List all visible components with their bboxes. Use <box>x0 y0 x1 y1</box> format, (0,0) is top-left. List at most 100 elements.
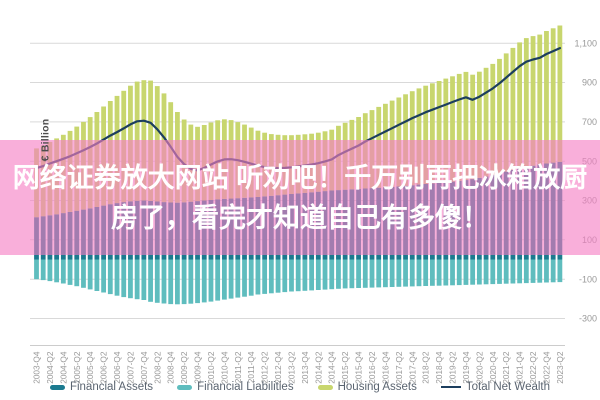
financial-liabilities-bar <box>47 259 53 282</box>
financial-liabilities-bar <box>107 259 113 295</box>
financial-liabilities-bar <box>510 259 516 284</box>
financial-liabilities-bar <box>329 259 335 290</box>
legend-swatch <box>49 384 65 390</box>
x-tick-label: 2016-Q2 <box>367 351 377 384</box>
y-tick-label: -300 <box>579 314 597 324</box>
x-tick-label: 2020-Q2 <box>474 351 484 384</box>
financial-liabilities-bar <box>537 259 543 283</box>
financial-liabilities-bar <box>201 259 207 303</box>
legend-item-housing-assets[interactable]: Housing Assets <box>317 381 417 393</box>
financial-liabilities-bar <box>40 259 46 281</box>
housing-assets-bar <box>423 85 429 184</box>
promo-overlay-line1: 网络证券放大网站 听劝吧！千万别再把冰箱放厨 <box>12 162 588 193</box>
financial-liabilities-bar <box>557 259 563 283</box>
legend-item-financial-liabilities[interactable]: Financial Liabilities <box>177 381 294 393</box>
financial-liabilities-bar <box>362 259 368 288</box>
housing-assets-bar <box>523 38 529 167</box>
financial-liabilities-bar <box>154 259 160 303</box>
financial-liabilities-bar <box>101 259 106 293</box>
financial-liabilities-bar <box>443 259 449 286</box>
financial-liabilities-bar <box>148 259 153 302</box>
housing-assets-bar <box>537 34 543 165</box>
y-axis-title-text: € Billion <box>39 118 52 162</box>
financial-liabilities-bar <box>94 259 100 291</box>
y-tick-label: 700 <box>582 117 597 127</box>
x-tick-label: 2021-Q4 <box>515 351 525 384</box>
financial-liabilities-bar <box>349 259 355 289</box>
housing-assets-bar <box>503 53 509 172</box>
financial-liabilities-bar <box>248 259 254 296</box>
financial-liabilities-bar <box>188 259 194 304</box>
legend-swatch <box>317 384 333 390</box>
x-tick-label: 2004-Q4 <box>58 351 68 384</box>
housing-assets-bar <box>436 81 442 183</box>
housing-assets-bar <box>443 78 449 183</box>
legend-label: Financial Assets <box>69 381 154 393</box>
financial-liabilities-bar <box>128 259 133 299</box>
legend-line-swatch <box>440 385 461 389</box>
x-tick-label: 2017-Q4 <box>407 351 417 384</box>
financial-liabilities-bar <box>503 259 509 284</box>
housing-assets-bar <box>483 67 489 177</box>
financial-liabilities-bar <box>208 259 214 302</box>
financial-liabilities-bars <box>34 259 563 305</box>
financial-liabilities-bar <box>289 259 294 292</box>
x-tick-label: 2016-Q4 <box>380 351 390 384</box>
financial-liabilities-bar <box>490 259 496 285</box>
financial-liabilities-bar <box>60 259 66 284</box>
housing-assets-bar <box>409 91 415 186</box>
x-tick-label: 2011-Q2 <box>233 351 243 383</box>
y-tick-label: 900 <box>582 78 597 88</box>
x-tick-label: 2013-Q4 <box>300 351 310 384</box>
financial-liabilities-bar <box>87 259 93 290</box>
x-tick-label: 2023-Q2 <box>555 351 565 384</box>
x-tick-label: 2005-Q4 <box>85 351 95 384</box>
x-tick-label: 2010-Q2 <box>206 351 216 384</box>
legend-item-total-net-wealth[interactable]: Total Net Wealth <box>440 381 550 393</box>
financial-liabilities-bar <box>54 259 60 283</box>
promo-overlay-band: 网络证券放大网站 听劝吧！千万别再把冰箱放厨 房了，看完才知道自己有多傻！ <box>0 140 600 255</box>
y-tick-label: 1,100 <box>574 38 597 48</box>
financial-liabilities-bar <box>483 259 489 285</box>
x-tick-label: 2008-Q4 <box>166 351 176 384</box>
financial-liabilities-bar <box>423 259 429 286</box>
financial-liabilities-bar <box>456 259 462 286</box>
x-tick-label: 2006-Q2 <box>99 351 109 384</box>
financial-liabilities-bar <box>255 259 261 295</box>
financial-liabilities-bar <box>235 259 241 298</box>
financial-liabilities-bar <box>242 259 247 297</box>
financial-liabilities-bar <box>517 259 523 284</box>
financial-liabilities-bar <box>376 259 382 288</box>
housing-assets-bar <box>557 25 563 162</box>
financial-liabilities-bar <box>215 259 221 301</box>
x-tick-label: 2012-Q4 <box>273 351 283 384</box>
chart-legend: Financial Assets Financial Liabilities Hou… <box>0 381 600 393</box>
x-tick-label: 2017-Q2 <box>394 351 404 384</box>
y-axis-title: € Billion <box>34 104 56 176</box>
x-axis-tick-labels: 2003-Q4 2004-Q2 2004-Q4 2005-Q2 2005-Q4 2006-… <box>32 351 565 384</box>
legend-item-financial-assets[interactable]: Financial Assets <box>49 381 154 393</box>
x-tick-label: 2020-Q4 <box>488 351 498 384</box>
x-tick-label: 2018-Q4 <box>434 351 444 384</box>
housing-assets-bar <box>510 47 516 170</box>
financial-liabilities-bar <box>315 259 321 290</box>
y-tick-label: -100 <box>579 274 597 284</box>
x-tick-label: 2018-Q2 <box>421 351 431 384</box>
financial-liabilities-bar <box>416 259 422 287</box>
housing-assets-bar <box>470 74 476 180</box>
financial-liabilities-bar <box>356 259 361 288</box>
financial-liabilities-bar <box>450 259 455 286</box>
housing-assets-bar <box>490 63 496 175</box>
financial-liabilities-bar <box>436 259 442 286</box>
x-tick-label: 2007-Q2 <box>125 351 135 384</box>
financial-liabilities-bar <box>463 259 469 285</box>
financial-liabilities-bar <box>67 259 73 285</box>
financial-liabilities-bar <box>161 259 167 304</box>
financial-liabilities-bar <box>497 259 502 284</box>
financial-liabilities-bar <box>282 259 288 293</box>
financial-liabilities-bar <box>369 259 375 288</box>
housing-assets-bar <box>416 88 422 185</box>
x-tick-label: 2007-Q4 <box>139 351 149 384</box>
housing-assets-bar <box>550 28 556 163</box>
financial-liabilities-bar <box>262 259 268 294</box>
